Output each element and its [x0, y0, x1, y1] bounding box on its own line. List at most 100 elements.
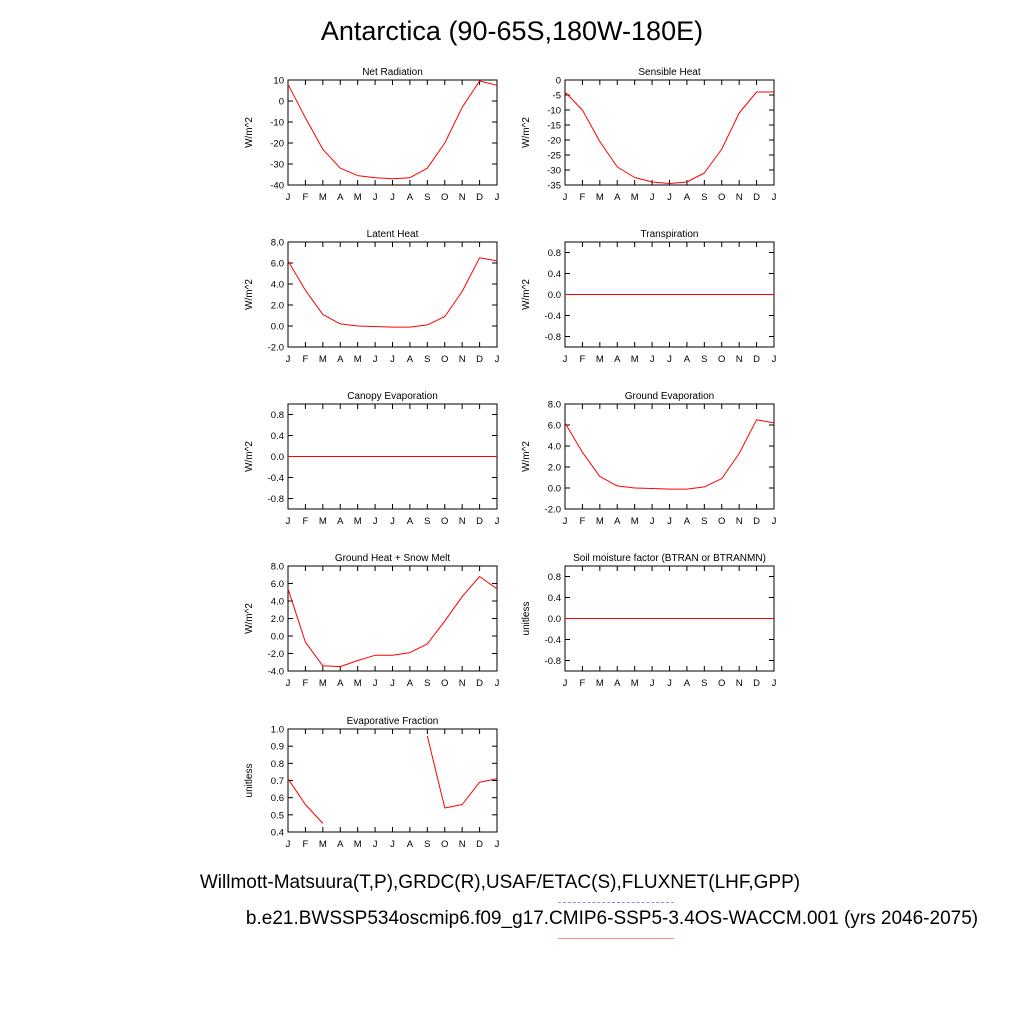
- y-tick-label: -0.4: [268, 473, 284, 484]
- panel-title: Canopy Evaporation: [347, 391, 438, 402]
- x-tick-label: S: [424, 192, 430, 203]
- x-tick-label: J: [373, 516, 378, 527]
- y-axis-label: W/m^2: [244, 279, 255, 310]
- y-tick-label: 0.0: [271, 452, 284, 463]
- x-tick-label: A: [684, 516, 691, 527]
- x-tick-label: N: [459, 678, 466, 689]
- model-series-line: [564, 91, 774, 184]
- x-tick-label: J: [373, 354, 378, 365]
- panel-title: Net Radiation: [362, 67, 423, 78]
- x-tick-label: F: [303, 192, 309, 203]
- x-tick-label: D: [753, 354, 760, 365]
- x-tick-label: F: [580, 354, 586, 365]
- x-tick-label: O: [718, 192, 725, 203]
- x-tick-label: N: [459, 192, 466, 203]
- x-tick-label: J: [286, 354, 291, 365]
- y-tick-label: 0.8: [271, 759, 284, 770]
- y-tick-label: -20: [547, 136, 561, 147]
- y-tick-label: -20: [270, 139, 284, 150]
- x-tick-label: F: [303, 678, 309, 689]
- plot-frame: [564, 79, 775, 186]
- x-tick-label: F: [580, 192, 586, 203]
- y-tick-label: 0.0: [548, 290, 561, 301]
- x-tick-label: J: [495, 192, 500, 203]
- y-tick-label: 6.0: [548, 421, 561, 432]
- x-tick-label: O: [441, 839, 448, 850]
- model-series-line: [426, 735, 498, 809]
- x-tick-label: O: [718, 516, 725, 527]
- observations-legend-line: [558, 902, 674, 903]
- y-tick-label: -2.0: [545, 505, 561, 516]
- x-tick-label: J: [495, 839, 500, 850]
- x-tick-label: M: [319, 192, 327, 203]
- y-tick-label: 4.0: [548, 442, 561, 453]
- x-tick-label: J: [667, 354, 672, 365]
- x-tick-label: M: [631, 354, 639, 365]
- x-tick-label: J: [495, 354, 500, 365]
- y-tick-label: 0: [556, 76, 561, 87]
- x-tick-label: J: [286, 516, 291, 527]
- x-tick-label: A: [337, 516, 344, 527]
- model-legend-line: [558, 938, 674, 939]
- y-axis-label: W/m^2: [521, 441, 532, 472]
- x-tick-label: F: [580, 678, 586, 689]
- y-tick-label: 0.4: [548, 593, 561, 604]
- x-tick-label: J: [650, 192, 655, 203]
- x-tick-label: J: [650, 354, 655, 365]
- y-tick-label: 0.8: [271, 410, 284, 421]
- x-tick-label: O: [441, 516, 448, 527]
- x-tick-label: A: [614, 354, 621, 365]
- x-tick-label: J: [390, 678, 395, 689]
- y-tick-label: 0: [279, 97, 284, 108]
- x-tick-label: J: [390, 354, 395, 365]
- x-tick-label: O: [441, 678, 448, 689]
- x-tick-label: A: [337, 354, 344, 365]
- x-tick-label: O: [718, 678, 725, 689]
- x-tick-label: N: [736, 516, 743, 527]
- y-tick-label: -30: [547, 166, 561, 177]
- panel-title: Evaporative Fraction: [347, 716, 439, 727]
- x-tick-label: S: [701, 678, 707, 689]
- x-tick-label: A: [614, 678, 621, 689]
- x-tick-label: A: [407, 354, 414, 365]
- x-tick-label: S: [424, 678, 430, 689]
- x-tick-label: D: [476, 516, 483, 527]
- y-tick-label: 2.0: [548, 463, 561, 474]
- x-tick-label: D: [753, 516, 760, 527]
- x-tick-label: J: [373, 678, 378, 689]
- panel-title: Soil moisture factor (BTRAN or BTRANMN): [573, 553, 766, 564]
- y-tick-label: -0.8: [545, 656, 561, 667]
- x-tick-label: S: [424, 354, 430, 365]
- y-tick-label: -2.0: [268, 343, 284, 354]
- y-tick-label: 0.9: [271, 742, 284, 753]
- x-tick-label: A: [407, 516, 414, 527]
- x-tick-label: J: [772, 516, 777, 527]
- x-tick-label: N: [736, 678, 743, 689]
- y-tick-label: 2.0: [271, 301, 284, 312]
- x-tick-label: N: [459, 516, 466, 527]
- y-tick-label: 0.5: [271, 810, 284, 821]
- chart-panel: J F M A M J J A S O N D J0.80.40.0-0.4-0.8Transpirat…: [521, 229, 777, 365]
- x-tick-label: N: [736, 354, 743, 365]
- x-tick-label: A: [614, 516, 621, 527]
- x-tick-label: A: [684, 354, 691, 365]
- model-legend-text: b.e21.BWSSP534oscmip6.f09_g17.CMIP6-SSP5…: [245, 908, 979, 929]
- y-tick-label: 0.7: [271, 776, 284, 787]
- y-tick-label: -25: [547, 151, 561, 162]
- y-tick-label: 6.0: [271, 579, 284, 590]
- y-tick-label: -2.0: [268, 649, 284, 660]
- x-tick-label: M: [354, 192, 362, 203]
- y-tick-label: 2.0: [271, 614, 284, 625]
- x-tick-label: J: [390, 192, 395, 203]
- y-tick-label: -0.8: [268, 494, 284, 505]
- panel-title: Transpiration: [641, 229, 699, 240]
- y-tick-label: 0.4: [271, 828, 284, 839]
- x-tick-label: A: [337, 678, 344, 689]
- page-title: Antarctica (90-65S,180W-180E): [320, 16, 704, 46]
- x-tick-label: N: [736, 192, 743, 203]
- y-tick-label: -10: [270, 118, 284, 129]
- y-axis-label: W/m^2: [521, 117, 532, 148]
